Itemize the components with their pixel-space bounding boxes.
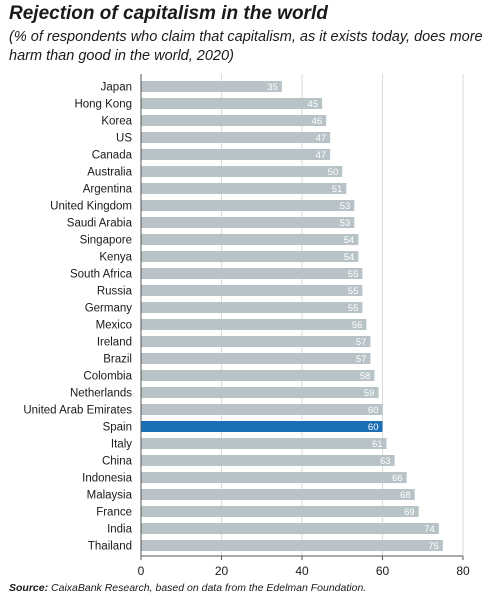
category-label-3: US <box>116 133 132 145</box>
data-label-27: 75 <box>428 541 439 552</box>
data-label-2: 46 <box>312 116 323 127</box>
bar-13 <box>141 302 363 313</box>
bar-3 <box>141 132 331 143</box>
category-label-11: South Africa <box>70 269 133 281</box>
data-label-9: 54 <box>344 235 355 246</box>
tick-label-20: 20 <box>215 564 229 578</box>
bar-6 <box>141 183 347 194</box>
category-label-24: Malaysia <box>87 490 133 502</box>
bar-7 <box>141 200 355 211</box>
data-label-10: 54 <box>344 252 355 263</box>
bar-18 <box>141 387 379 398</box>
category-label-14: Mexico <box>96 320 132 332</box>
category-label-25: France <box>96 507 132 519</box>
data-label-14: 56 <box>352 320 363 331</box>
bar-2 <box>141 115 327 126</box>
bar-22 <box>141 455 395 466</box>
category-label-15: Ireland <box>97 337 132 349</box>
bar-21 <box>141 438 387 449</box>
bar-14 <box>141 319 367 330</box>
data-label-0: 35 <box>267 82 278 93</box>
category-label-27: Thailand <box>88 541 132 553</box>
source-text: CaixaBank Research, based on data from t… <box>51 582 367 594</box>
data-label-20: 60 <box>368 422 379 433</box>
data-label-15: 57 <box>356 337 367 348</box>
data-label-3: 47 <box>316 133 327 144</box>
category-label-6: Argentina <box>83 184 133 196</box>
tick-label-80: 80 <box>456 564 470 578</box>
category-label-7: United Kingdom <box>50 201 132 213</box>
bar-chart: Japan 35 Hong Kong 45 Korea 46 US 47 Canada 47 Aus… <box>23 74 470 578</box>
bar-8 <box>141 217 355 228</box>
data-label-22: 63 <box>380 456 391 467</box>
bar-27 <box>141 540 443 551</box>
tick-label-60: 60 <box>376 564 390 578</box>
category-label-19: United Arab Emirates <box>23 405 132 417</box>
tick-label-0: 0 <box>138 564 145 578</box>
data-label-23: 66 <box>392 473 403 484</box>
data-label-13: 55 <box>348 303 359 314</box>
data-label-19: 60 <box>368 405 379 416</box>
category-label-22: China <box>102 456 133 468</box>
bar-9 <box>141 234 359 245</box>
bar-25 <box>141 506 419 517</box>
data-label-8: 53 <box>340 218 351 229</box>
category-label-21: Italy <box>111 439 132 451</box>
chart-subtitle: (% of respondents who claim that capital… <box>9 29 483 64</box>
bar-16 <box>141 353 371 364</box>
bar-5 <box>141 166 343 177</box>
data-label-18: 59 <box>364 388 375 399</box>
chart-title: Rejection of capitalism in the world <box>9 3 328 24</box>
source-note: Source: CaixaBank Research, based on dat… <box>9 582 366 594</box>
bar-23 <box>141 472 407 483</box>
data-label-5: 50 <box>328 167 339 178</box>
bar-11 <box>141 268 363 279</box>
category-label-23: Indonesia <box>82 473 132 485</box>
data-label-11: 55 <box>348 269 359 280</box>
category-label-2: Korea <box>101 116 132 128</box>
bar-0 <box>141 81 282 92</box>
tick-label-40: 40 <box>295 564 309 578</box>
data-label-4: 47 <box>316 150 327 161</box>
bar-1 <box>141 98 323 109</box>
category-label-16: Brazil <box>103 354 132 366</box>
category-label-8: Saudi Arabia <box>67 218 133 230</box>
category-label-4: Canada <box>92 150 133 162</box>
bar-4 <box>141 149 331 160</box>
data-label-26: 74 <box>424 524 435 535</box>
data-label-25: 69 <box>404 507 415 518</box>
bar-24 <box>141 489 415 500</box>
category-label-26: India <box>107 524 133 536</box>
category-label-13: Germany <box>85 303 133 315</box>
source-label: Source: <box>9 582 49 594</box>
data-label-12: 55 <box>348 286 359 297</box>
category-label-10: Kenya <box>99 252 132 264</box>
category-label-17: Colombia <box>83 371 132 383</box>
bar-26 <box>141 523 439 534</box>
category-label-0: Japan <box>101 82 132 94</box>
category-label-5: Australia <box>87 167 132 179</box>
category-label-18: Netherlands <box>70 388 132 400</box>
category-label-9: Singapore <box>80 235 132 247</box>
data-label-16: 57 <box>356 354 367 365</box>
category-label-20: Spain <box>103 422 132 434</box>
bar-15 <box>141 336 371 347</box>
bar-17 <box>141 370 375 381</box>
bar-10 <box>141 251 359 262</box>
bar-19 <box>141 404 383 415</box>
data-label-6: 51 <box>332 184 343 195</box>
data-label-24: 68 <box>400 490 411 501</box>
data-label-17: 58 <box>360 371 371 382</box>
category-label-12: Russia <box>97 286 133 298</box>
bar-12 <box>141 285 363 296</box>
category-label-1: Hong Kong <box>74 99 132 111</box>
data-label-7: 53 <box>340 201 351 212</box>
data-label-1: 45 <box>308 99 319 110</box>
data-label-21: 61 <box>372 439 383 450</box>
bar-20 <box>141 421 383 432</box>
